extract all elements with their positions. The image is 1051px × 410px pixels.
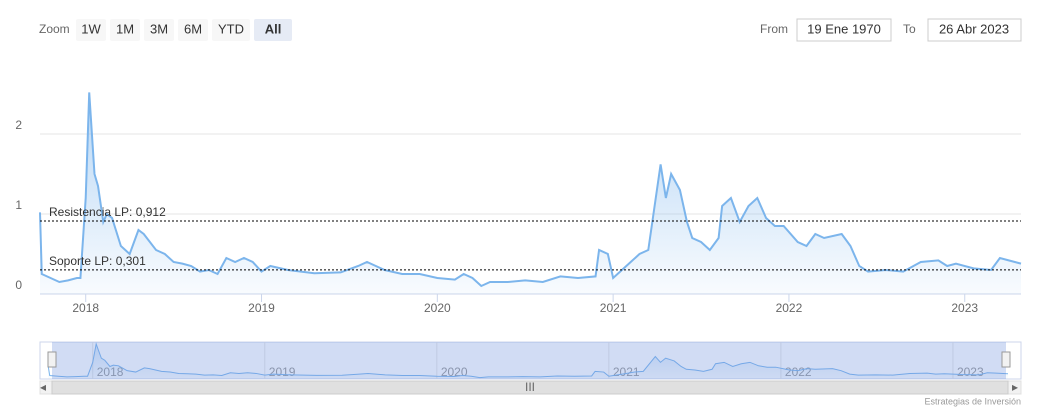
range-button[interactable] [76, 19, 106, 41]
to-input[interactable] [927, 18, 1022, 42]
scroll-right[interactable]: ▸ [1012, 380, 1018, 394]
range-button-label[interactable]: 1W [81, 21, 101, 36]
x-tick-label: 2018 [72, 301, 99, 315]
range-button[interactable] [144, 19, 174, 41]
plot-line-label: Soporte LP: 0,301 [49, 254, 146, 268]
series-area [40, 92, 1021, 295]
range-button[interactable] [178, 19, 208, 41]
x-tick-label: 2021 [600, 301, 627, 315]
range-button-label[interactable]: All [265, 21, 282, 36]
navigator-mask [52, 342, 1006, 379]
x-tick-label: 2023 [951, 301, 978, 315]
range-button[interactable] [254, 19, 292, 41]
scrollbar-thumb[interactable] [51, 380, 1009, 395]
navigator-handle[interactable] [47, 351, 57, 368]
x-tick-label: 2019 [248, 301, 275, 315]
range-button[interactable] [212, 19, 250, 41]
from-input[interactable] [796, 18, 892, 42]
y-tick-label: 1 [15, 198, 22, 212]
from-label: From [760, 22, 788, 36]
navigator-handle[interactable] [1001, 351, 1011, 368]
zoom-label: Zoom [39, 22, 70, 36]
x-tick-label: 2020 [424, 301, 451, 315]
series-line [39, 92, 1022, 288]
range-button-label[interactable]: 6M [184, 21, 202, 36]
credit: Estrategias de Inversión [924, 396, 1021, 406]
range-button-label[interactable]: 1M [116, 21, 134, 36]
y-tick-label: 2 [15, 118, 22, 132]
navigator-area [48, 344, 1008, 379]
scroll-grip: III [525, 380, 535, 394]
scroll-left[interactable]: ◂ [40, 380, 46, 394]
y-tick-label: 0 [15, 278, 22, 292]
to-value[interactable]: 26 Abr 2023 [939, 21, 1009, 36]
navigator-line [47, 342, 1009, 379]
range-button-label[interactable]: YTD [218, 21, 244, 36]
to-label: To [903, 22, 916, 36]
plot-line-label: Resistencia LP: 0,912 [49, 205, 166, 219]
range-button-label[interactable]: 3M [150, 21, 168, 36]
x-tick-label: 2022 [776, 301, 803, 315]
from-value[interactable]: 19 Ene 1970 [807, 21, 881, 36]
range-button[interactable] [110, 19, 140, 41]
